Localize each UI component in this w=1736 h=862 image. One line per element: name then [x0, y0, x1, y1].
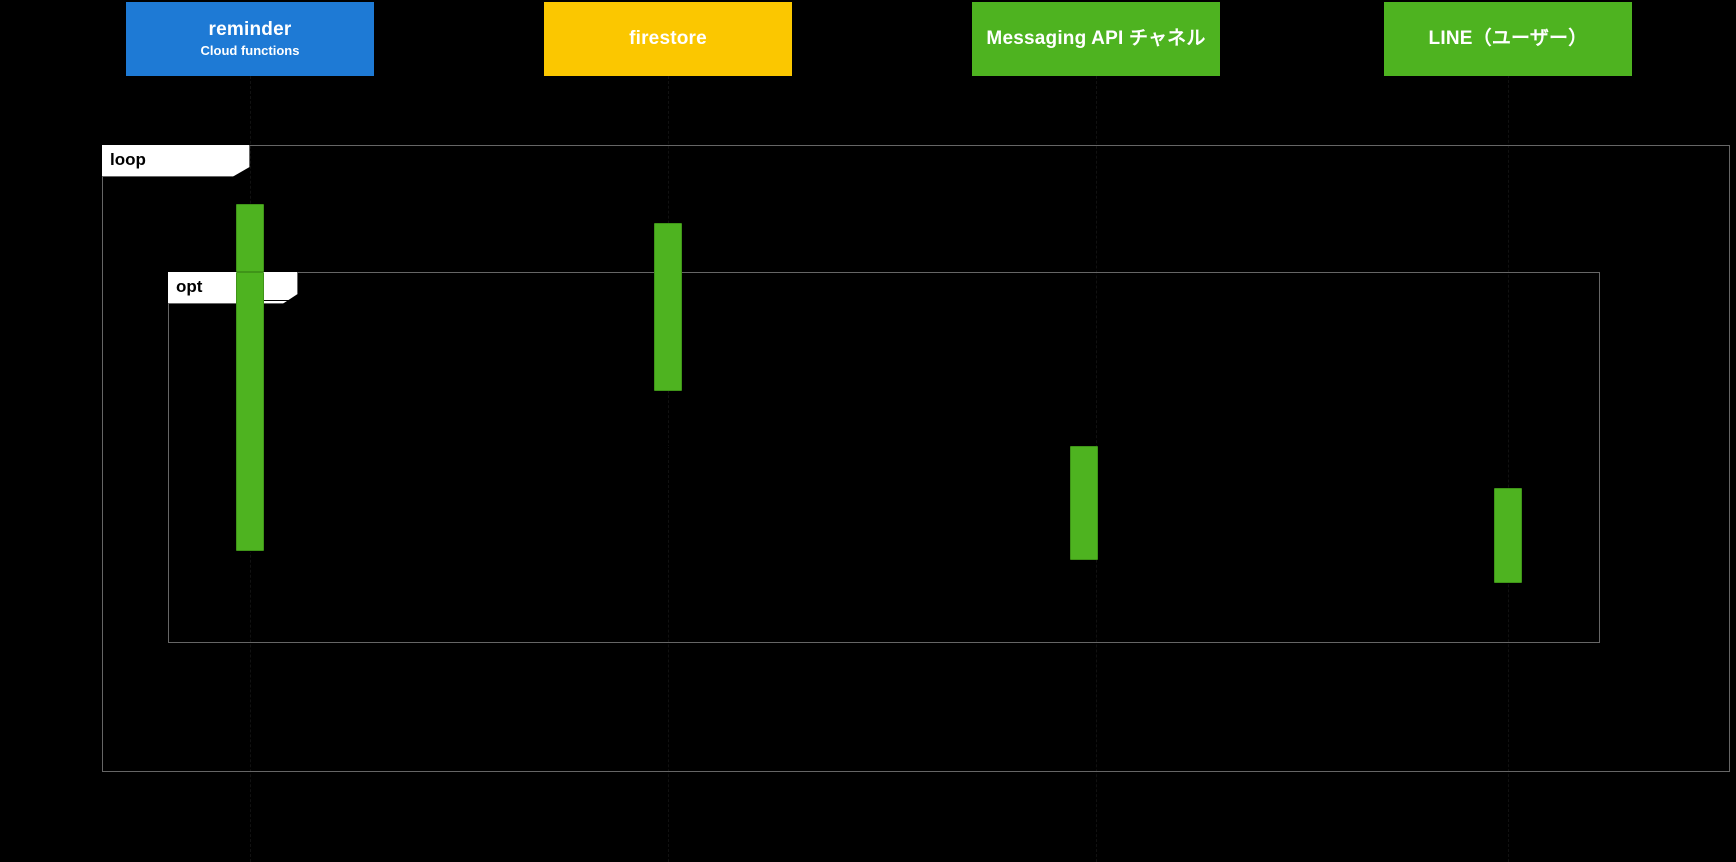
activation-bar-messaging-api-1 [1070, 446, 1098, 560]
participant-firestore-title: firestore [629, 28, 707, 50]
message-line-5 [250, 446, 1096, 447]
message-arrowhead-8 [250, 546, 259, 556]
lifeline-firestore [668, 76, 669, 862]
activation-bar-reminder-1 [236, 204, 264, 272]
participant-reminder-title: reminder [208, 19, 292, 41]
fragment-opt [168, 272, 1600, 643]
participant-messaging-api-title: Messaging API チャネル [986, 28, 1206, 50]
fragment-loop [102, 145, 1730, 772]
participant-messaging-api[interactable]: Messaging API チャネル [972, 2, 1220, 76]
lifeline-line-user [1508, 30, 1509, 862]
message-line-1 [250, 223, 668, 224]
participant-reminder-subtitle: Cloud functions [200, 42, 300, 58]
participant-reminder[interactable]: reminder Cloud functions [126, 2, 374, 76]
activation-bar-reminder-2 [236, 272, 264, 551]
message-line-2 [250, 253, 668, 254]
participant-line-user-title: LINE（ユーザー） [1428, 28, 1588, 50]
message-line-3 [250, 300, 668, 301]
fragment-opt-label-text: opt [176, 277, 203, 296]
message-line-8 [250, 551, 1096, 552]
fragment-loop-label-text: loop [110, 150, 146, 169]
fragment-opt-label: opt [168, 272, 298, 304]
activation-bar-firestore-1 [654, 223, 682, 391]
activation-bar-line-user-1 [1494, 488, 1522, 583]
participant-firestore[interactable]: firestore [544, 2, 792, 76]
fragment-loop-label: loop [102, 145, 250, 177]
message-arrowhead-7 [1096, 523, 1105, 533]
message-line-4 [250, 355, 668, 356]
message-line-7 [1096, 528, 1508, 529]
message-line-6 [1096, 488, 1508, 489]
participant-line-user[interactable]: LINE（ユーザー） [1384, 2, 1632, 76]
